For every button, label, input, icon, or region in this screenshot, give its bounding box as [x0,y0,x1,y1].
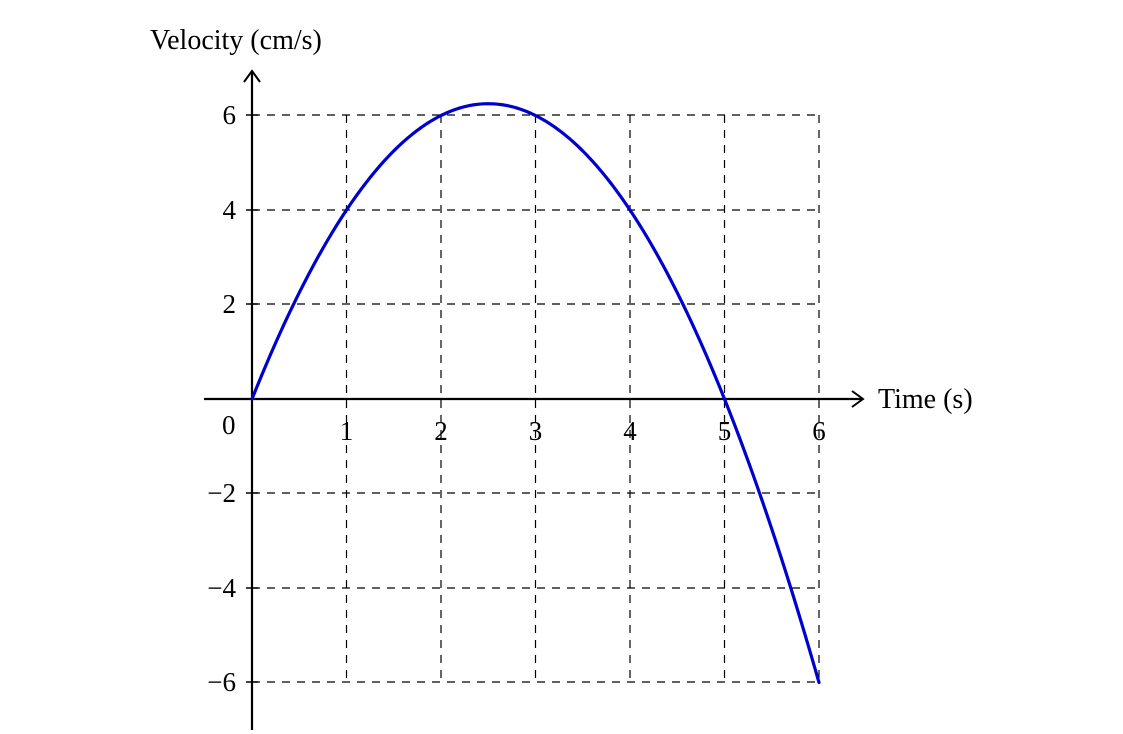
y-axis-label: Velocity (cm/s) [150,25,322,56]
velocity-curve [250,102,821,685]
y-tick-label: 6 [223,100,237,130]
x-axis [204,390,865,408]
x-tick-label: 3 [529,416,543,446]
y-tick-labels: 6 4 2 −2 −4 −6 [207,100,236,697]
x-tick-label: 1 [340,416,354,446]
y-tick-label: −6 [207,667,236,697]
y-tick-label: 4 [223,195,237,225]
x-tick-label: 4 [623,416,637,446]
y-tick-label: 2 [223,289,237,319]
x-tick-labels: 1 2 3 4 5 6 [340,416,826,446]
x-axis-arrow-icon [851,390,865,408]
origin-label: 0 [222,410,236,440]
x-tick-label: 2 [434,416,448,446]
x-tick-label: 6 [812,416,826,446]
y-tick-label: −4 [207,573,236,603]
x-axis-label: Time (s) [878,384,973,415]
y-tick-label: −2 [207,478,236,508]
x-tick-label: 5 [718,416,732,446]
y-axis-arrow-icon [243,69,261,83]
y-axis [243,69,261,730]
